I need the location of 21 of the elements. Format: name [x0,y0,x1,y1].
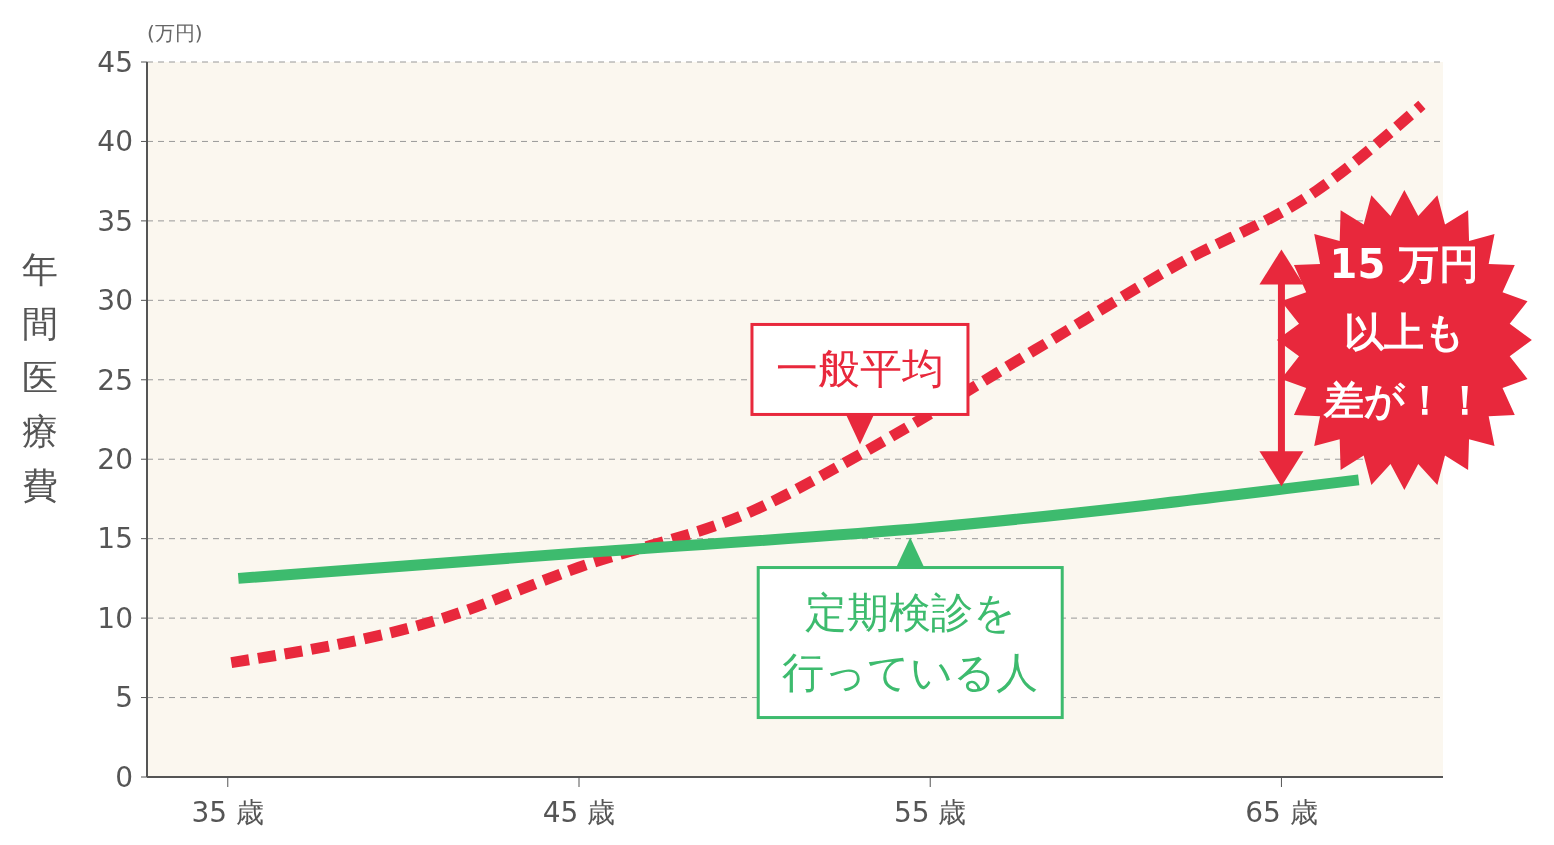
y-tick-label: 45 [97,45,133,79]
annotation: 以上も [1343,309,1465,356]
x-tick-label: 35 歳 [191,796,265,829]
text: (万円) [147,21,203,45]
y-tick-label: 40 [97,125,133,159]
annotation: 15 万円 [1329,241,1480,288]
y-tick-label: 35 [97,204,133,238]
y-tick-label: 30 [97,284,133,318]
y-axis-title: 年間医療費 [22,249,58,506]
y-tick-label: 0 [115,760,133,794]
y-tick-label: 20 [97,443,133,477]
x-tick-label: 55 歳 [893,796,967,829]
legend-label: 定期検診を行っている人 [782,587,1039,697]
x-tick-label: 45 歳 [542,796,616,829]
y-tick-label: 15 [97,522,133,556]
annotation: 差が！！ [1322,377,1485,424]
series-label: 一般平均 [775,344,944,394]
y-tick-label: 10 [97,601,133,635]
y-tick-label: 5 [115,681,133,715]
y-tick-label: 25 [97,363,133,397]
x-tick-label: 65 歳 [1245,796,1318,829]
